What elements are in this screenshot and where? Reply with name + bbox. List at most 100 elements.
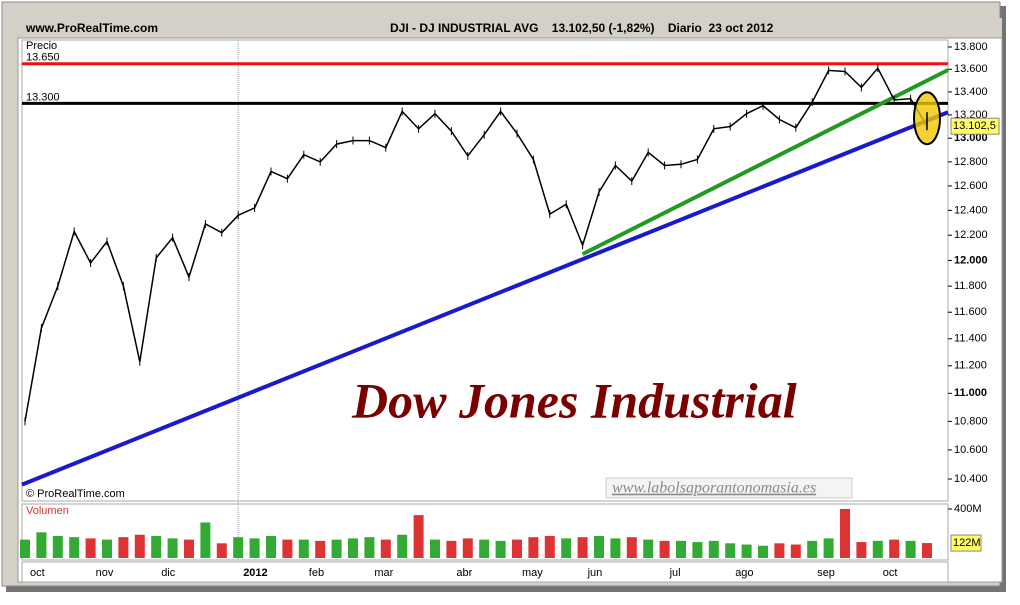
time-axis — [21, 561, 949, 583]
watermark: Dow Jones Industrial — [351, 372, 797, 428]
volume-bar — [823, 538, 834, 558]
volume-bar — [594, 535, 604, 558]
volume-bar — [856, 542, 867, 558]
x-tick-label: dic — [161, 567, 176, 579]
volume-bar — [872, 540, 883, 558]
volume-bar — [692, 542, 703, 558]
volume-bar — [85, 538, 96, 558]
y-tick-label: 13.800 — [954, 41, 988, 53]
y-tick-label: 12.200 — [954, 229, 988, 241]
volume-bar — [922, 543, 932, 558]
y-tick-label: 12.400 — [954, 204, 988, 216]
volume-bar — [544, 535, 555, 558]
y-tick-label: 12.800 — [954, 156, 988, 168]
volume-bar — [233, 537, 244, 558]
x-tick-label: may — [522, 567, 543, 579]
y-tick-label: 11.000 — [954, 387, 987, 399]
volume-bar — [36, 532, 47, 558]
y-tick-label: 12.600 — [954, 180, 988, 192]
volume-bar — [561, 538, 572, 558]
volume-bar — [462, 538, 473, 558]
x-tick-label: mar — [374, 567, 393, 579]
x-tick-label: nov — [96, 567, 114, 579]
volume-bar — [512, 539, 522, 558]
price-panel — [21, 39, 949, 502]
volume-bar — [331, 539, 342, 558]
trend-line — [21, 110, 949, 487]
volume-bar — [643, 539, 654, 558]
volume-bar — [659, 540, 670, 558]
level-label: 13.650 — [26, 52, 60, 64]
volume-bar — [413, 515, 424, 558]
volume-bar — [348, 538, 358, 558]
volume-bar — [151, 535, 162, 558]
x-tick-label: 2012 — [243, 567, 267, 579]
x-tick-label: sep — [817, 567, 835, 579]
x-tick-label: oct — [30, 567, 45, 579]
volume-bar — [102, 539, 112, 558]
x-tick-label: feb — [309, 567, 324, 579]
volume-bar — [725, 543, 736, 558]
x-tick-label: jul — [669, 567, 681, 579]
y-tick-label: 11.400 — [954, 333, 987, 345]
y-tick-label: 10.600 — [954, 444, 988, 456]
last-volume-label: 122M — [953, 537, 981, 549]
x-tick-label: abr — [456, 567, 472, 579]
y-tick-label: 13.600 — [954, 63, 988, 75]
volume-bar — [577, 537, 588, 558]
last-price-box — [950, 117, 1000, 135]
volume-bar — [216, 543, 227, 558]
volume-bar — [626, 537, 637, 558]
volume-bar — [774, 543, 785, 558]
volume-bar — [807, 540, 818, 558]
x-tick-label: oct — [883, 567, 898, 579]
volume-bar — [184, 539, 194, 558]
volume-bar — [20, 539, 30, 558]
level-label: 13.300 — [26, 91, 60, 103]
y-tick-label: 11.200 — [954, 360, 987, 372]
volume-bar — [430, 539, 440, 558]
y-tick-label: 11.800 — [954, 280, 987, 292]
trend-line — [581, 68, 949, 256]
y-tick-label: 12.000 — [954, 254, 988, 266]
website-box — [605, 477, 853, 499]
price-label: Precio — [26, 40, 57, 52]
y-tick-label: 11.600 — [954, 306, 987, 318]
header-title: DJI - DJ INDUSTRIAL AVG 13.102,50 (-1,82… — [390, 21, 774, 35]
y-tick-label: 10.400 — [954, 473, 988, 485]
volume-bar — [266, 535, 276, 558]
y-tick-label: 10.800 — [954, 415, 988, 427]
copyright: © ProRealTime.com — [26, 488, 125, 500]
site-name: www.ProRealTime.com — [25, 21, 158, 35]
volume-bar — [610, 538, 621, 558]
header-bar — [18, 18, 1002, 40]
volume-bar — [397, 534, 408, 558]
website: www.labolsaporantonomasia.es — [612, 480, 816, 497]
volume-bar — [479, 539, 490, 558]
y-tick-label: 400M — [954, 503, 982, 515]
volume-bar — [364, 537, 375, 558]
volume-bar — [118, 537, 129, 558]
volume-bar — [676, 540, 686, 558]
y-tick-label: 13.000 — [954, 132, 988, 144]
volume-bar — [528, 537, 539, 558]
volume-bar — [315, 540, 326, 558]
volume-bar — [380, 539, 391, 558]
volume-bar — [52, 535, 63, 558]
volume-label: Volumen — [26, 505, 69, 517]
volume-bar — [298, 539, 309, 558]
volume-bar — [69, 537, 80, 558]
last-volume-box — [950, 534, 982, 552]
volume-bar — [790, 544, 801, 558]
volume-bar — [167, 538, 178, 558]
volume-bar — [249, 538, 260, 558]
x-tick-label: jun — [587, 567, 603, 579]
volume-bar — [889, 539, 900, 558]
volume-bar — [200, 522, 211, 558]
volume-bar — [741, 544, 752, 558]
volume-bar — [446, 540, 457, 558]
volume-bar — [905, 540, 916, 558]
volume-bar — [840, 509, 850, 558]
